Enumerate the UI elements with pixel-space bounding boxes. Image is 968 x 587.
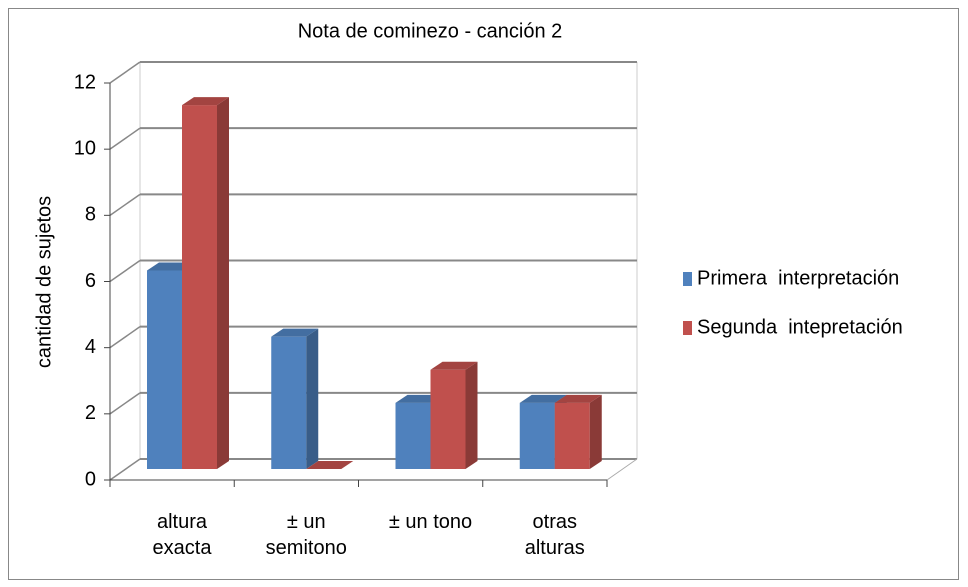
grid-line — [109, 127, 141, 150]
bar-side — [217, 97, 229, 469]
y-tick-label: 8 — [85, 204, 96, 226]
bar-top — [306, 461, 354, 469]
bar-front — [430, 369, 466, 469]
bar-top — [554, 394, 602, 403]
y-tick-label: 6 — [85, 270, 96, 292]
floor-edge — [606, 458, 638, 481]
y-tick-label: 10 — [74, 137, 96, 159]
y-tick-label: 0 — [85, 468, 96, 490]
grid-line — [109, 259, 141, 283]
grid-line — [109, 392, 141, 415]
x-tick-label: otras alturas — [524, 511, 585, 559]
y-tick-label: 4 — [85, 336, 96, 358]
y-axis-title: cantidad de sujetos — [33, 196, 55, 368]
bar-top — [182, 97, 229, 106]
bar — [554, 394, 602, 469]
bar-front — [554, 402, 590, 469]
y-tick-label: 2 — [85, 402, 96, 424]
bar-side — [465, 361, 478, 469]
grid-line — [109, 61, 141, 84]
grid-line — [109, 193, 141, 216]
bar-side — [589, 394, 602, 469]
bar-top — [430, 361, 478, 370]
x-tick-label: altura exacta — [152, 511, 212, 559]
bar-front — [395, 402, 431, 469]
bar-front — [519, 402, 555, 469]
legend-label: Primera interpretación — [697, 267, 899, 289]
bar-side — [306, 328, 319, 469]
bar — [182, 97, 229, 469]
bar-top — [519, 394, 567, 403]
bar-top — [271, 328, 319, 337]
bar — [306, 461, 354, 469]
legend-swatch — [683, 272, 692, 286]
bar-front — [147, 270, 182, 469]
chart-title: Nota de cominezo - canción 2 — [298, 20, 563, 42]
grid-line — [109, 458, 141, 481]
bar — [271, 328, 319, 469]
bar — [430, 361, 478, 469]
x-tick-label: ± un tono — [388, 511, 473, 533]
y-tick-label: 12 — [74, 71, 96, 93]
legend-label: Segunda intepretación — [697, 316, 903, 338]
x-tick-label: ± un semitono — [265, 511, 347, 559]
bar-front — [271, 336, 307, 469]
grid-line — [109, 326, 141, 349]
legend-swatch — [683, 321, 692, 335]
bar-front — [182, 105, 217, 469]
